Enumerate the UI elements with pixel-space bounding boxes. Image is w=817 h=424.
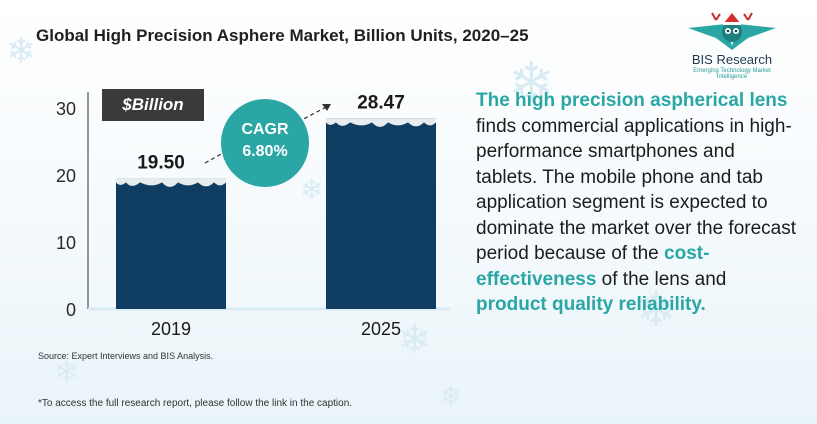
cagr-label: CAGR (241, 121, 289, 138)
desc-text-2: of the lens and (596, 268, 727, 290)
desc-highlight-cost: cost-effectiveness (476, 243, 710, 290)
unit-badge: $Billion (102, 89, 204, 121)
snowflake-icon: ❄ (54, 355, 80, 390)
bis-research-logo: BIS Research Emerging Technology Market … (680, 12, 784, 80)
snowflake-icon: ❄ (440, 382, 462, 412)
x-tick-label: 2019 (151, 319, 191, 339)
market-description: The high precision aspherical lens finds… (476, 88, 796, 318)
bar-chart: 0 10 20 30 19.50 2019 28.47 2025 (56, 92, 450, 339)
cagr-connector-left (204, 147, 233, 164)
snowflake-icon: ❄ (636, 282, 677, 338)
y-tick-label: 0 (66, 300, 76, 320)
bar-value-label: 19.50 (137, 152, 185, 173)
chart-title: Global High Precision Asphere Market, Bi… (36, 26, 529, 45)
cagr-circle: CAGR 6.80% (221, 99, 309, 187)
cagr-value: 6.80% (242, 143, 288, 160)
bar-value-label: 28.47 (357, 92, 405, 113)
y-tick-label: 30 (56, 99, 76, 119)
cagr-connector-right (297, 105, 329, 123)
snowflake-icon: ❄ (300, 173, 324, 206)
desc-highlight-quality: product quality reliability. (476, 294, 706, 315)
arrow-head-icon (322, 104, 331, 111)
y-tick-label: 20 (56, 166, 76, 186)
bar-snow-cap (116, 178, 226, 187)
snowflake-icon: ❄ (398, 317, 432, 363)
owl-icon (688, 12, 776, 50)
x-tick-label: 2025 (361, 319, 401, 339)
snowflake-icon: ❄ (508, 51, 555, 116)
logo-tagline: Emerging Technology Market Intelligence (693, 68, 771, 80)
source-note: Source: Expert Interviews and BIS Analys… (38, 351, 214, 361)
unit-badge-label: $Billion (122, 95, 184, 114)
footnote: *To access the full research report, ple… (38, 398, 353, 409)
snowflake-icon: ❄ (6, 31, 37, 72)
desc-text-1: finds commercial applications in high-pe… (476, 115, 796, 265)
y-tick-label: 10 (56, 233, 76, 253)
desc-highlight-lens: The high precision aspherical lens (476, 90, 788, 111)
logo-name: BIS Research (691, 52, 773, 67)
bar-snow-cap (326, 118, 436, 127)
bar-2019 (116, 178, 226, 309)
bar-2025 (326, 118, 436, 309)
